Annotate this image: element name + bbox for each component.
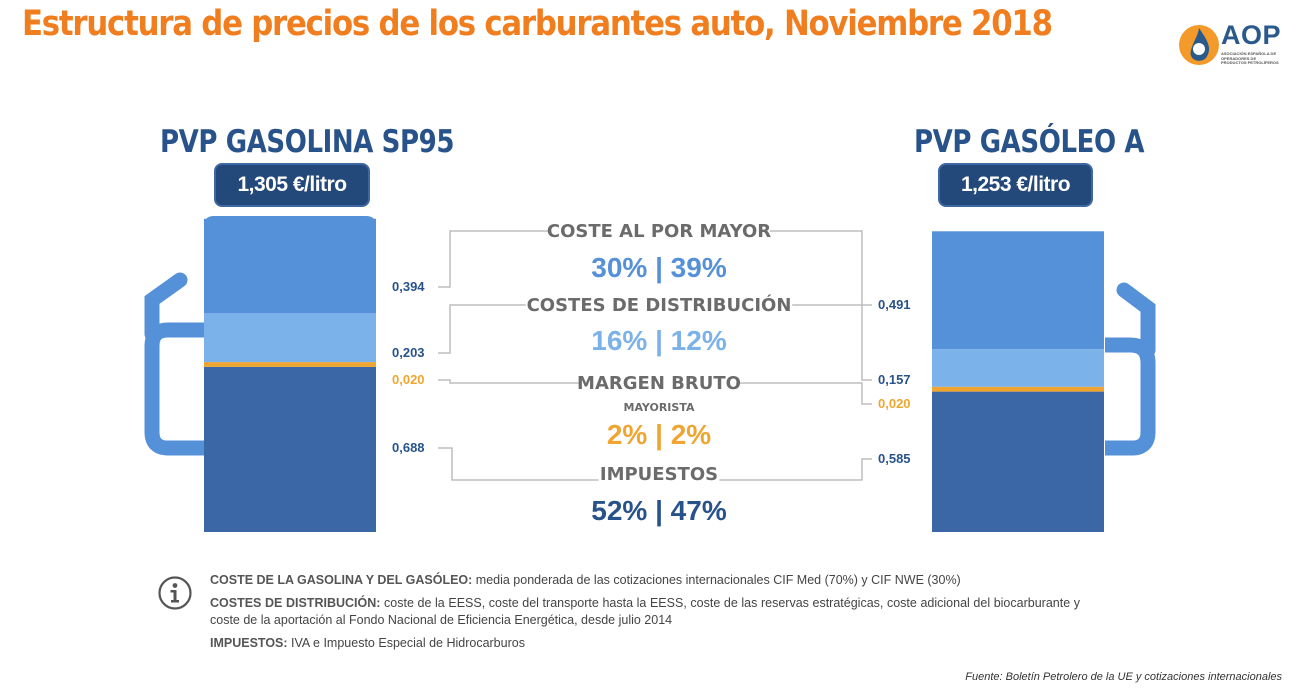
category-sublabel: MAYORISTA xyxy=(624,401,695,414)
percent-label: 52% | 47% xyxy=(591,495,727,526)
percent-label: 2% | 2% xyxy=(607,419,711,450)
source-note: Fuente: Boletín Petrolero de la UE y cot… xyxy=(965,671,1282,683)
logo-text: AOP xyxy=(1221,20,1282,50)
left-pump-nozzle xyxy=(144,272,205,456)
connector-right xyxy=(719,458,872,481)
value-label-right: 0,491 xyxy=(878,297,911,312)
category-label: IMPUESTOS xyxy=(600,464,718,485)
note-text: coste de la EESS, coste del transporte h… xyxy=(210,596,1080,627)
note-text: media ponderada de las cotizaciones inte… xyxy=(472,573,961,587)
connector-left xyxy=(438,379,582,384)
category-label: COSTES DE DISTRIBUCIÓN xyxy=(527,294,792,316)
footnotes: COSTE DE LA GASOLINA Y DEL GASÓLEO: medi… xyxy=(210,572,1080,658)
info-icon xyxy=(158,576,192,610)
category-labels: COSTE AL POR MAYOR 30% | 39% COSTES DE DIS… xyxy=(527,221,792,526)
bar-left-coste-al-por-mayor xyxy=(204,218,376,314)
bar-right-margen-bruto xyxy=(932,386,1104,392)
left-pump-title: PVP GASOLINA SP95 xyxy=(160,124,455,160)
note-gasoline-cost: COSTE DE LA GASOLINA Y DEL GASÓLEO: medi… xyxy=(210,572,1080,589)
right-pump-stack xyxy=(932,231,1104,532)
note-label: IMPUESTOS: xyxy=(210,636,288,650)
value-label-left: 0,203 xyxy=(392,345,425,360)
connector-right xyxy=(769,230,872,306)
connector-left xyxy=(438,230,549,288)
bar-right-coste-al-por-mayor xyxy=(932,231,1104,350)
connector-left xyxy=(438,304,526,354)
value-label-right: 0,585 xyxy=(878,451,911,466)
bar-left-costes-de-distribuci-n xyxy=(204,313,376,363)
right-pump-title: PVP GASÓLEO A xyxy=(914,124,1145,160)
value-label-left: 0,394 xyxy=(392,279,425,294)
note-label: COSTE DE LA GASOLINA Y DEL GASÓLEO: xyxy=(210,573,473,587)
right-price-badge: 1,253 €/litro xyxy=(938,163,1093,207)
bar-right-impuestos xyxy=(932,391,1104,532)
note-distribution-costs: COSTES DE DISTRIBUCIÓN: coste de la EESS… xyxy=(210,595,1080,629)
connector-lines xyxy=(438,230,872,481)
bar-left-impuestos xyxy=(204,366,376,532)
category-label: COSTE AL POR MAYOR xyxy=(547,221,771,242)
page-title: Estructura de precios de los carburantes… xyxy=(22,4,1053,44)
value-label-right: 0,157 xyxy=(878,372,911,387)
connector-left xyxy=(438,447,599,481)
note-label: COSTES DE DISTRIBUCIÓN: xyxy=(210,596,381,610)
aop-drop-logo xyxy=(1179,25,1219,65)
connector-right xyxy=(736,382,872,405)
left-price-badge: 1,305 €/litro xyxy=(214,163,370,207)
bar-right-costes-de-distribuci-n xyxy=(932,349,1104,387)
value-labels: 0,394 0,491 0,203 0,157 0,020 0,020 0,688 0,585 xyxy=(392,279,911,466)
left-pump-stack xyxy=(204,218,376,532)
percent-label: 16% | 12% xyxy=(591,325,727,356)
value-label-left: 0,020 xyxy=(392,372,425,387)
connector-right xyxy=(792,304,872,381)
value-label-right: 0,020 xyxy=(878,396,911,411)
percent-label: 30% | 39% xyxy=(591,252,727,283)
value-label-left: 0,688 xyxy=(392,440,425,455)
right-pump-nozzle xyxy=(1105,282,1156,456)
note-text: IVA e Impuesto Especial de Hidrocarburos xyxy=(287,636,525,650)
bar-left-margen-bruto xyxy=(204,362,376,367)
note-taxes: IMPUESTOS: IVA e Impuesto Especial de Hi… xyxy=(210,635,1080,652)
logo-subtitle: ASOCIACIÓN ESPAÑOLA DE OPERADORES DE PRO… xyxy=(1221,51,1279,65)
category-label: MARGEN BRUTO xyxy=(577,373,741,394)
